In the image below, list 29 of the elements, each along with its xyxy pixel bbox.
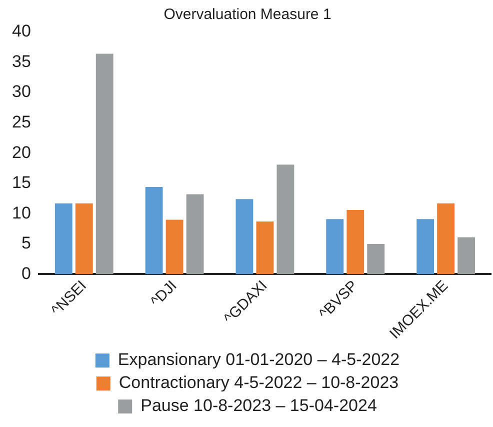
bar: [54, 203, 72, 274]
bar: [346, 210, 364, 274]
x-tick-label: ^DJI: [147, 277, 180, 310]
y-tick-label: 10: [12, 203, 31, 222]
y-tick-label: 35: [12, 52, 31, 71]
y-tick-label: 20: [12, 142, 31, 162]
bar: [236, 199, 254, 274]
legend-label: Contractionary 4-5-2022 – 10-8-2023: [118, 373, 399, 392]
y-tick-label: 0: [21, 264, 31, 283]
y-tick-label: 15: [12, 173, 31, 192]
bar: [367, 244, 385, 274]
bar: [437, 203, 454, 274]
bar: [96, 54, 114, 274]
bar: [416, 219, 434, 274]
bar: [145, 187, 163, 274]
bar: [276, 164, 294, 274]
legend-label: Pause 10-8-2023 – 15-04-2024: [140, 396, 377, 416]
bar: [166, 220, 184, 274]
bar: [326, 219, 344, 274]
y-tick-label: 30: [12, 82, 31, 102]
bar: [256, 222, 274, 274]
y-tick-label: 5: [21, 234, 31, 253]
y-tick-label: 40: [12, 22, 31, 41]
legend-label: Expansionary 01-01-2020 – 4-5-2022: [118, 350, 400, 370]
bar: [75, 203, 93, 274]
bar: [186, 194, 204, 274]
y-tick-label: 25: [12, 112, 31, 132]
bar: [458, 237, 475, 274]
chart-title: Overvaluation Measure 1: [164, 6, 332, 24]
